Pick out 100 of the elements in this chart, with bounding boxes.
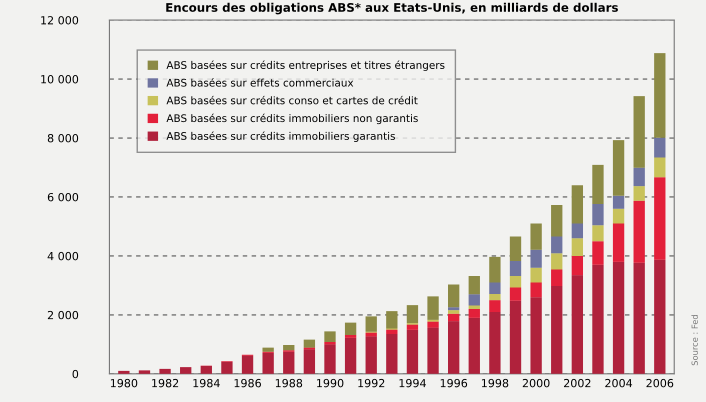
bar bbox=[406, 305, 418, 324]
bar bbox=[344, 338, 356, 374]
bar bbox=[448, 321, 460, 374]
bar bbox=[283, 352, 294, 374]
legend-label: ABS basées sur crédits immobiliers non garantis bbox=[166, 114, 418, 124]
bar bbox=[283, 344, 294, 350]
bar bbox=[592, 204, 604, 226]
bar bbox=[366, 316, 377, 332]
bar bbox=[572, 256, 584, 276]
y-tick-label: 8 000 bbox=[48, 134, 78, 142]
y-tick-label: 2 000 bbox=[48, 310, 78, 320]
bar bbox=[612, 208, 624, 224]
y-tick-label: 4 000 bbox=[48, 252, 78, 260]
bar bbox=[612, 140, 624, 196]
bar bbox=[654, 53, 666, 138]
bar bbox=[448, 314, 460, 322]
bar bbox=[262, 352, 274, 374]
bar bbox=[530, 268, 542, 282]
bar bbox=[592, 264, 604, 374]
bar bbox=[530, 224, 542, 250]
bar bbox=[510, 260, 522, 276]
bar bbox=[634, 262, 645, 374]
bar bbox=[572, 185, 584, 224]
bar bbox=[386, 311, 398, 328]
bar bbox=[489, 312, 501, 374]
x-tick-label: 1992 bbox=[358, 378, 384, 388]
bar bbox=[510, 287, 522, 301]
bar bbox=[159, 368, 171, 374]
bar bbox=[654, 157, 666, 178]
bar bbox=[468, 305, 480, 310]
bar bbox=[530, 282, 542, 298]
bar bbox=[221, 362, 233, 374]
bar bbox=[448, 284, 460, 308]
bar bbox=[468, 309, 480, 318]
chart-title: Encours des obligations ABS* aux Etats-Unis, en milliards de dollars bbox=[166, 2, 618, 14]
bar bbox=[572, 275, 584, 374]
bar bbox=[612, 224, 624, 262]
bar bbox=[304, 349, 316, 374]
bar bbox=[592, 164, 604, 204]
bar bbox=[406, 324, 418, 330]
bar bbox=[551, 270, 562, 286]
legend-label: ABS basées sur crédits entreprises et titres étrangers bbox=[166, 60, 444, 71]
x-tick-label: 1984 bbox=[193, 378, 220, 388]
bar bbox=[386, 330, 398, 334]
bar bbox=[427, 322, 439, 328]
bar bbox=[324, 331, 336, 342]
bar bbox=[654, 177, 666, 260]
bar bbox=[510, 300, 522, 374]
bar bbox=[530, 250, 542, 268]
x-tick-label: 1988 bbox=[276, 378, 302, 388]
bar bbox=[489, 282, 501, 294]
x-tick-label: 1980 bbox=[110, 378, 138, 388]
bar bbox=[551, 253, 562, 270]
bar bbox=[448, 307, 460, 310]
y-tick-label: 12 000 bbox=[41, 16, 78, 24]
bar bbox=[468, 276, 480, 294]
bar bbox=[448, 310, 460, 314]
bar bbox=[200, 366, 212, 374]
x-tick-label: 1986 bbox=[234, 378, 261, 388]
bar bbox=[592, 241, 604, 265]
y-tick-label: 6 000 bbox=[48, 192, 78, 202]
bar bbox=[386, 334, 398, 374]
legend-label: ABS basées sur crédits immobiliers garantis bbox=[166, 131, 395, 142]
bar bbox=[489, 300, 501, 312]
bar bbox=[551, 236, 562, 254]
x-tick-label: 2004 bbox=[605, 378, 632, 388]
bar bbox=[572, 238, 584, 256]
bar bbox=[366, 332, 377, 336]
bar bbox=[262, 348, 274, 352]
x-tick-label: 2000 bbox=[522, 378, 550, 388]
bar bbox=[654, 138, 666, 158]
bar bbox=[468, 318, 480, 374]
x-tick-label: 1990 bbox=[317, 378, 344, 388]
bar bbox=[242, 356, 254, 374]
bar bbox=[551, 286, 562, 374]
bar bbox=[530, 297, 542, 374]
y-tick-label: 10 000 bbox=[41, 75, 78, 84]
bar bbox=[592, 225, 604, 242]
bar bbox=[344, 334, 356, 338]
bar bbox=[489, 294, 501, 300]
bar bbox=[572, 224, 584, 238]
legend-label: ABS basées sur crédits conso et cartes de crédit bbox=[166, 96, 418, 104]
bar bbox=[510, 276, 522, 288]
source-note: Source : Fed bbox=[691, 315, 698, 366]
bar bbox=[180, 367, 192, 374]
x-tick-label: 1996 bbox=[440, 378, 468, 388]
bar bbox=[304, 340, 316, 348]
bar bbox=[551, 204, 562, 236]
bar bbox=[654, 260, 666, 374]
bar bbox=[612, 196, 624, 209]
bar bbox=[427, 328, 439, 374]
bar bbox=[324, 344, 336, 374]
y-tick-label: 0 bbox=[72, 370, 78, 378]
legend-label: ABS basées sur effets commerciaux bbox=[166, 78, 354, 87]
x-tick-label: 2006 bbox=[646, 378, 674, 388]
x-tick-label: 1982 bbox=[152, 378, 178, 388]
x-tick-label: 2002 bbox=[564, 378, 590, 388]
bar bbox=[634, 200, 645, 263]
bar bbox=[634, 96, 645, 168]
bar bbox=[344, 322, 356, 335]
